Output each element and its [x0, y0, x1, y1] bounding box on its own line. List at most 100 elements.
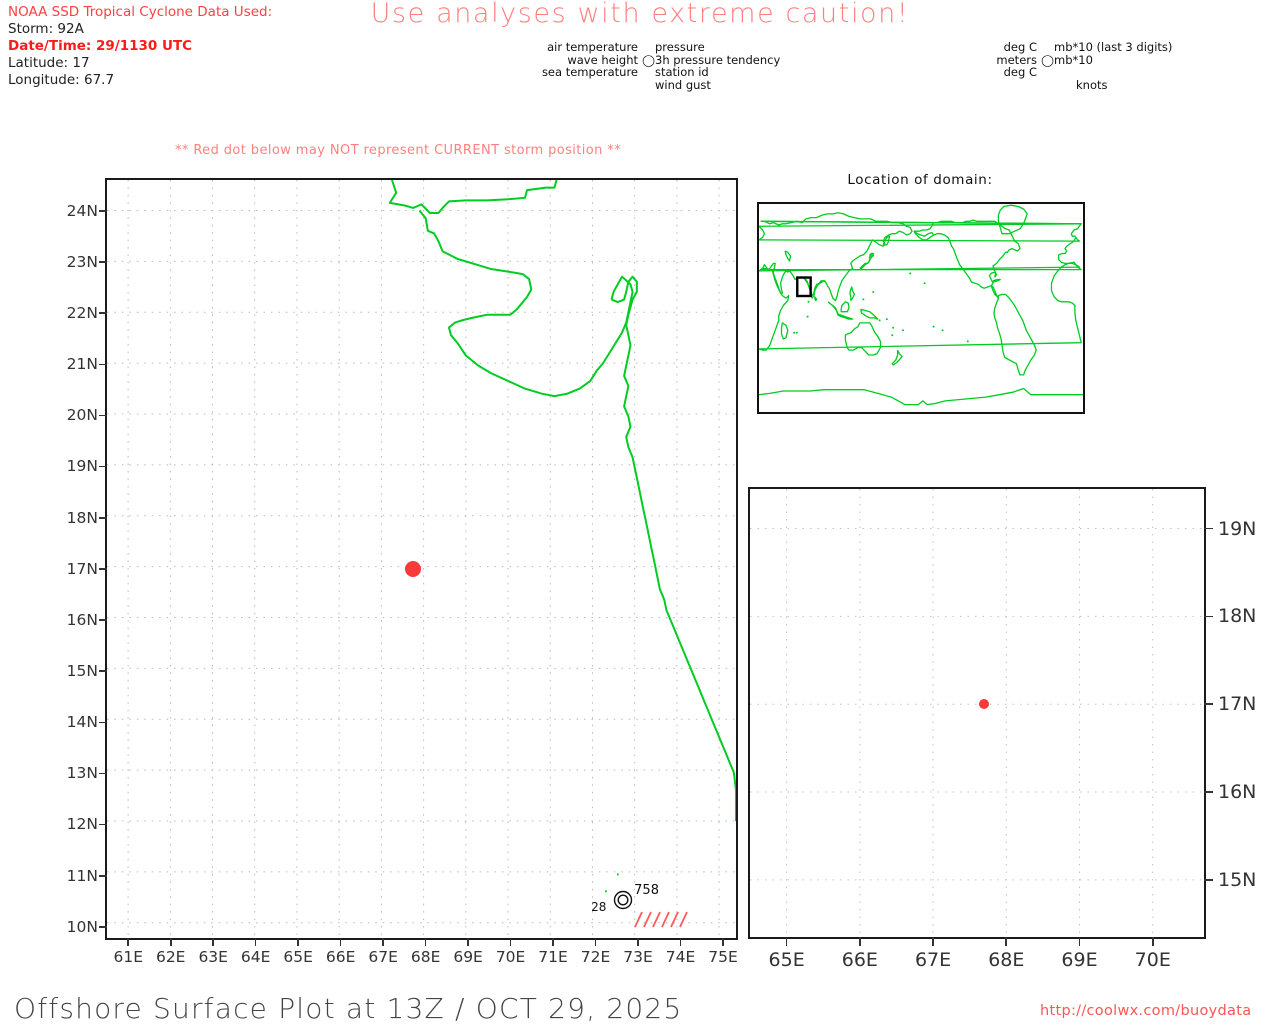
y-axis-tick [99, 210, 107, 212]
x-axis-label: 69E [453, 948, 483, 966]
storm-longitude-label: Longitude: 67.7 [8, 72, 115, 88]
zoom-y-axis-label: 16N [1218, 781, 1257, 804]
legend-wind-gust: wind gust [655, 77, 711, 92]
storm-info-block: NOAA SSD Tropical Cyclone Data Used: Sto… [8, 4, 272, 89]
x-axis-tick [509, 938, 512, 946]
legend-units-row: meters ◯ mb*10 [985, 52, 1172, 67]
legend-units-row: knots [985, 79, 1172, 92]
y-axis-label: 17N [66, 559, 98, 578]
zoom-x-axis-tick [785, 937, 788, 946]
x-axis-label: 72E [580, 948, 611, 966]
zoom-y-axis-tick [1204, 791, 1213, 793]
zoom-map-panel[interactable]: 19N 18N 17N 16N 15N 65E 66E 67E 68E 69E 70E [748, 487, 1256, 971]
y-axis-label: 10N [66, 917, 98, 936]
domain-inset-panel [757, 202, 1085, 414]
y-axis-tick [99, 721, 107, 724]
y-axis-label: 20N [66, 406, 98, 425]
caution-title: Use analyses with extreme caution! [370, 0, 910, 29]
legend-row: air temperature pressure [520, 41, 780, 54]
zoom-y-axis-label: 15N [1218, 868, 1257, 891]
y-axis-tick [99, 875, 107, 877]
legend-wave-height: wave height [567, 52, 638, 67]
y-axis-label: 12N [66, 815, 98, 834]
x-axis-label: 66E [325, 948, 356, 966]
zoom-y-axis-tick [1204, 527, 1213, 530]
zoom-y-axis-tick [1204, 615, 1213, 618]
x-axis-tick [424, 938, 427, 946]
x-axis-label: 61E [113, 948, 143, 966]
y-axis-label: 13N [66, 764, 98, 783]
zoom-x-axis-tick [1005, 937, 1008, 946]
y-axis-label: 22N [66, 303, 98, 322]
legend-row: sea temperature station id [520, 66, 780, 79]
zoom-x-axis-tick [859, 937, 861, 946]
x-axis-tick [679, 938, 682, 946]
units-wave-height: meters [996, 52, 1037, 67]
zoom-x-axis-label: 66E [841, 949, 878, 971]
plot-units-legend: deg C mb*10 (last 3 digits) meters ◯ mb*… [985, 41, 1172, 91]
x-axis-label: 63E [198, 948, 228, 966]
y-axis-label: 14N [66, 713, 98, 732]
zoom-storm-position-dot [979, 699, 990, 710]
storm-position-dot [404, 560, 421, 577]
x-axis-label: 70E [495, 948, 526, 966]
station-circle-icon [613, 890, 633, 910]
y-axis-tick [99, 363, 107, 366]
units-sea-temperature: deg C [1003, 65, 1037, 80]
units-pressure-tendency: mb*10 [1054, 52, 1093, 67]
zoom-x-axis-tick [1151, 937, 1154, 946]
y-axis-tick [99, 414, 107, 417]
station-sea-temperature: 28 [591, 900, 607, 915]
main-map-canvas [107, 180, 736, 938]
legend-pressure: pressure [655, 40, 705, 54]
zoom-y-axis-tick [1204, 879, 1213, 881]
plot-symbol-legend: air temperature pressure wave height ◯ 3… [520, 41, 780, 91]
legend-sea-temperature: sea temperature [541, 65, 638, 80]
legend-units-row: deg C [985, 66, 1172, 79]
x-axis-tick [212, 938, 214, 946]
x-axis-tick [254, 938, 257, 946]
domain-inset-title: Location of domain: [847, 172, 993, 188]
legend-air-temperature: air temperature [547, 40, 638, 54]
y-axis-tick [99, 568, 107, 570]
source-url-link[interactable]: http://coolwx.com/buoydata [1040, 1003, 1252, 1019]
legend-station-id: station id [655, 65, 709, 80]
zoom-y-axis-label: 19N [1218, 517, 1257, 540]
main-map-panel[interactable]: 24N 23N 22N 21N 20N 19N 18N 17N 16N 15N 14N 13N 12N 1… [67, 178, 738, 966]
y-axis-label: 16N [66, 610, 98, 629]
x-axis-label: 68E [410, 948, 441, 966]
x-axis-label: 62E [155, 948, 186, 966]
x-axis-tick [127, 938, 130, 946]
y-axis-label: 23N [66, 252, 98, 271]
y-axis-tick [99, 261, 107, 263]
x-axis-tick [467, 938, 469, 946]
y-axis-label: 21N [66, 355, 98, 374]
x-axis-tick [594, 938, 597, 946]
zoom-x-axis-label: 67E [914, 949, 952, 971]
zoom-x-axis-label: 68E [988, 949, 1025, 971]
storm-datetime-label: Date/Time: 29/1130 UTC [8, 38, 193, 54]
legend-row: wind gust [520, 79, 780, 92]
x-axis-label: 71E [538, 948, 568, 966]
units-pressure: mb*10 (last 3 digits) [1054, 40, 1173, 54]
storm-id-label: Storm: 92A [8, 21, 84, 37]
noaa-source-line: NOAA SSD Tropical Cyclone Data Used: [8, 4, 273, 20]
red-dot-disclaimer: ** Red dot below may NOT represent CURRE… [175, 143, 622, 158]
units-wind-gust: knots [1076, 77, 1108, 92]
zoom-x-axis-label: 69E [1061, 949, 1098, 971]
x-axis-label: 65E [283, 948, 313, 966]
station-pressure-value: 758 [634, 883, 659, 899]
zoom-y-axis-label: 18N [1218, 605, 1257, 628]
y-axis-tick [99, 619, 107, 621]
storm-latitude-label: Latitude: 17 [8, 55, 90, 71]
y-axis-label: 24N [66, 201, 98, 220]
zoom-y-axis-label: 17N [1218, 693, 1257, 716]
x-axis-tick [297, 938, 299, 946]
x-axis-tick [552, 938, 554, 946]
x-axis-tick [722, 938, 724, 946]
zoom-x-axis-tick [932, 937, 934, 946]
zoom-x-axis-tick [1078, 937, 1081, 946]
zoom-y-axis-tick [1204, 703, 1213, 705]
y-axis-label: 15N [66, 661, 98, 680]
plot-footer-title: Offshore Surface Plot at 13Z / OCT 29, 2… [14, 992, 683, 1025]
